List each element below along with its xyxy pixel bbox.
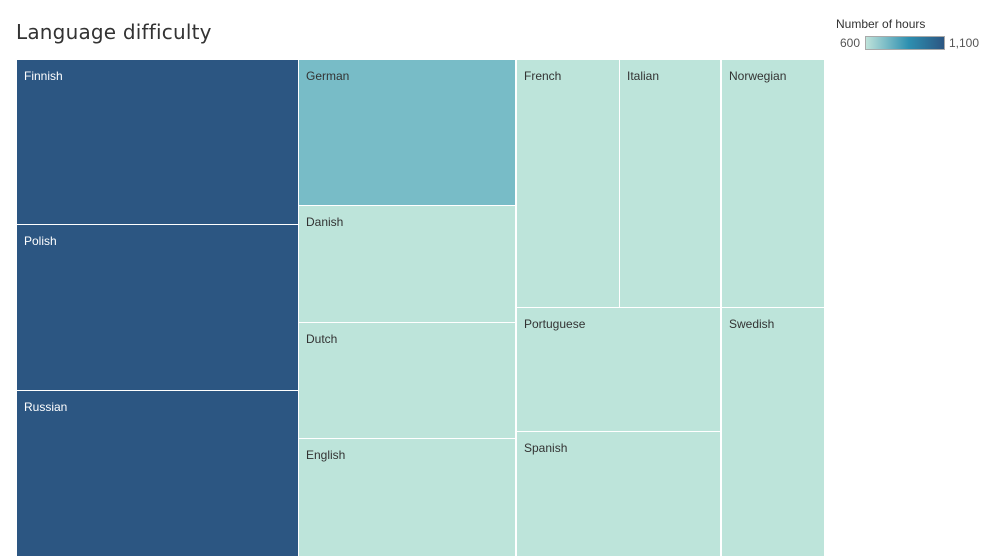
treemap-tile[interactable]: Portuguese [517,308,720,431]
treemap-tile-label: Danish [306,215,344,229]
treemap-tile[interactable]: Russian [17,391,298,556]
treemap-tile-label: German [306,69,350,83]
treemap-tile[interactable]: Dutch [299,323,515,438]
treemap-tile-label: Polish [24,234,57,248]
legend-max-label: 1,100 [949,36,980,50]
treemap-tile-label: French [524,69,562,83]
treemap-tile-label: Dutch [306,332,338,346]
legend-min-label: 600 [840,36,861,50]
treemap-tile[interactable]: French [517,60,619,307]
chart-title: Language difficulty [16,20,212,44]
treemap-tile-label: Finnish [24,69,63,83]
treemap-tile-label: Spanish [524,441,568,455]
treemap-tile[interactable]: German [299,60,515,205]
color-legend: Number of hours 600 1,100 [836,17,986,57]
treemap-tile[interactable]: Polish [17,225,298,390]
treemap-tile-label: Swedish [729,317,775,331]
treemap-tile[interactable]: Spanish [517,432,720,556]
treemap-tile-label: Italian [627,69,660,83]
treemap-tile[interactable]: Danish [299,206,515,322]
treemap-tile[interactable]: Italian [620,60,720,307]
treemap-tile[interactable]: Finnish [17,60,298,224]
treemap-tile[interactable]: Norwegian [722,60,824,307]
treemap-tile-label: Russian [24,400,68,414]
legend-color-ramp [865,36,945,50]
treemap-tile-label: Portuguese [524,317,586,331]
treemap-tile[interactable]: English [299,439,515,556]
legend-title: Number of hours [836,17,926,31]
treemap-tile[interactable]: Swedish [722,308,824,556]
treemap-tile-label: Norwegian [729,69,787,83]
treemap-tile-label: English [306,448,346,462]
